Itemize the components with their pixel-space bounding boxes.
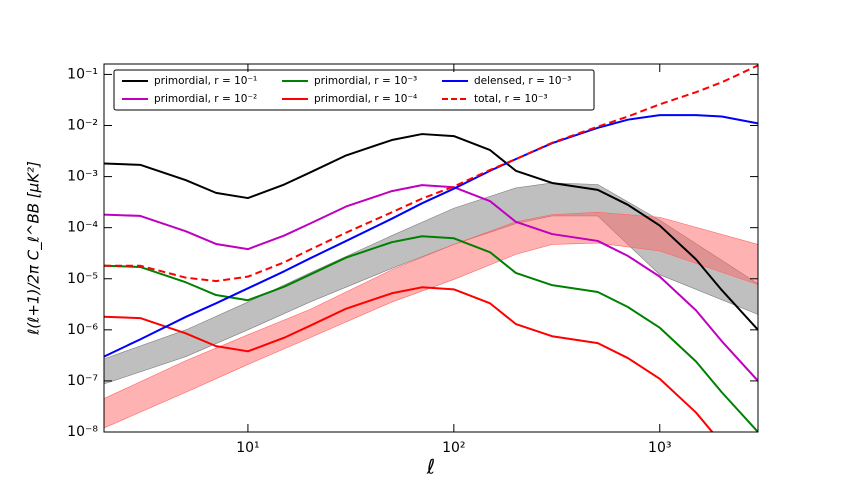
y-tick-label: 10⁻⁶ <box>67 322 98 338</box>
lines <box>104 64 758 432</box>
band <box>104 182 758 385</box>
series-line <box>104 133 758 331</box>
x-tick-label: 10² <box>442 440 465 456</box>
plot-frame <box>103 63 759 433</box>
series-line <box>104 114 758 358</box>
legend-label: total, r = 10⁻³ <box>474 93 548 105</box>
x-axis-label: ℓ <box>426 455 435 479</box>
series-line <box>104 184 758 382</box>
legend-label: primordial, r = 10⁻⁴ <box>314 93 417 105</box>
y-tick-label: 10⁻⁷ <box>67 373 98 389</box>
x-tick-label: 10³ <box>648 440 671 456</box>
legend-label: delensed, r = 10⁻³ <box>474 75 571 87</box>
series-line <box>104 286 714 432</box>
y-tick-label: 10⁻¹ <box>67 66 98 82</box>
series-line <box>104 64 758 283</box>
y-tick-label: 10⁻³ <box>67 169 98 185</box>
y-axis-label: ℓ(ℓ+1)/2π C_ℓ^BB [μK²] <box>25 161 44 336</box>
series-line <box>104 235 758 432</box>
bands <box>104 182 758 429</box>
legend-box <box>113 69 595 111</box>
legend-label: primordial, r = 10⁻² <box>154 93 257 105</box>
y-tick-label: 10⁻⁴ <box>67 220 98 236</box>
y-tick-label: 10⁻⁵ <box>67 271 98 287</box>
x-tick-label: 10¹ <box>236 440 259 456</box>
legend-label: primordial, r = 10⁻¹ <box>154 75 257 87</box>
y-tick-label: 10⁻⁸ <box>67 424 98 440</box>
y-tick-label: 10⁻² <box>67 118 98 134</box>
band <box>104 211 758 429</box>
legend-label: primordial, r = 10⁻³ <box>314 75 417 87</box>
